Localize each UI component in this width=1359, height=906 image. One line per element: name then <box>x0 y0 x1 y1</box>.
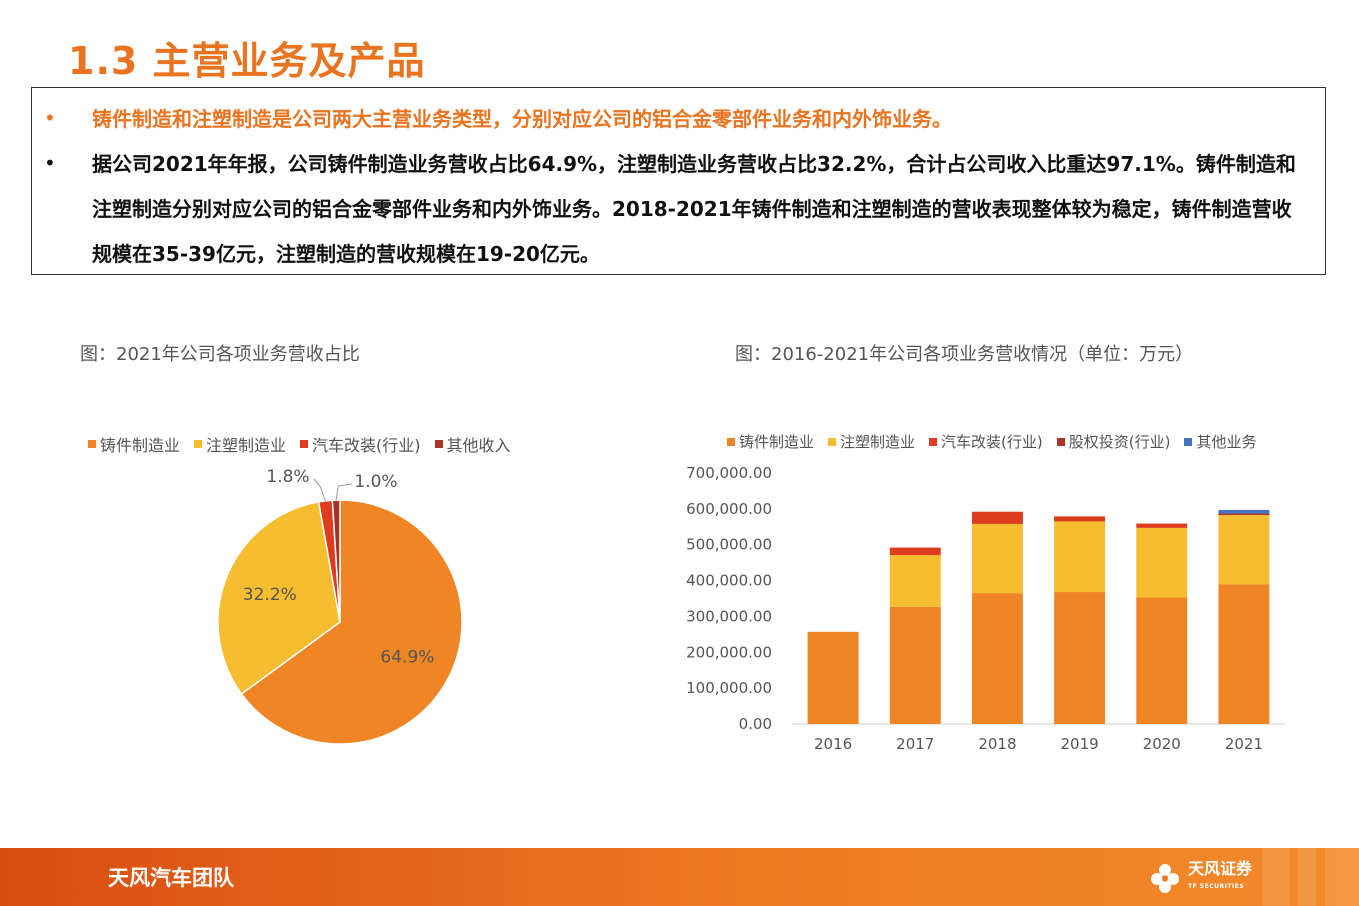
footer-bar: 天风汽车团队 天风证券 TF SECURITIES <box>0 848 1359 906</box>
x-tick-label: 2016 <box>814 735 852 753</box>
legend-label: 铸件制造业 <box>739 433 815 451</box>
bar-segment <box>1218 514 1270 585</box>
footer-deco <box>1262 848 1290 906</box>
legend-swatch <box>1184 437 1193 446</box>
bullet-2-text: 据公司2021年年报，公司铸件制造业务营收占比64.9%，注塑制造业务营收占比3… <box>92 152 1296 266</box>
bullet-1-dot: • <box>44 106 56 130</box>
footer-team-name: 天风汽车团队 <box>108 866 234 890</box>
legend-swatch <box>828 437 837 446</box>
stacked-bar-chart: 0.00 100,000.00 200,000.00 300,000.00 400,00… <box>686 464 1285 753</box>
legend-swatch <box>88 440 96 448</box>
legend-item: 汽车改装(行业) <box>929 431 1043 452</box>
legend-item: 注塑制造业 <box>194 432 286 456</box>
legend-item: 其他业务 <box>1184 431 1256 452</box>
legend-swatch <box>1056 437 1065 446</box>
legend-label: 其他业务 <box>1196 433 1257 451</box>
pie-leader-line <box>313 478 326 502</box>
x-tick-label: 2017 <box>896 735 934 753</box>
pie-data-label: 32.2% <box>243 585 297 605</box>
legend-label: 汽车改装(行业) <box>941 433 1043 451</box>
bar-segment <box>1136 597 1188 724</box>
footer-logo-text: 天风证券 TF SECURITIES <box>1188 860 1252 896</box>
pie-legend: 铸件制造业 注塑制造业 汽车改装(行业) 其他收入 <box>88 432 525 456</box>
bar-segment <box>971 511 1023 524</box>
page-title: 1.3 主营业务及产品 <box>68 39 426 83</box>
legend-label: 其他收入 <box>446 436 511 455</box>
pie-leader-line <box>335 483 353 501</box>
pie-data-label: 1.0% <box>354 472 397 492</box>
x-tick-label: 2018 <box>978 735 1016 753</box>
legend-label: 注塑制造业 <box>206 436 287 455</box>
y-tick-label: 600,000.00 <box>686 500 772 518</box>
legend-swatch <box>434 440 443 448</box>
bar-segment <box>1054 592 1106 724</box>
legend-swatch <box>727 437 735 446</box>
legend-label: 铸件制造业 <box>100 436 181 455</box>
bar-segment <box>889 547 941 556</box>
y-tick-label: 700,000.00 <box>686 464 772 482</box>
pie-slice <box>240 499 463 745</box>
footer-deco <box>1325 848 1359 906</box>
footer-logo-sub: TF SECURITIES <box>1188 883 1245 890</box>
bar-legend: 铸件制造业 注塑制造业 汽车改装(行业) 股权投资(行业) 其他业务 <box>727 431 1270 452</box>
y-tick-label: 0.00 <box>739 715 772 733</box>
bar-segment <box>971 593 1023 724</box>
tf-flower-logo-icon <box>1151 864 1179 893</box>
bar-chart-title: 图：2016-2021年公司各项业务营收情况（单位：万元） <box>735 344 1194 365</box>
x-tick-label: 2019 <box>1060 735 1098 753</box>
legend-label: 汽车改装(行业) <box>312 436 421 455</box>
legend-item: 其他收入 <box>434 432 511 456</box>
pie-data-label: 64.9% <box>380 647 434 667</box>
bar-segment <box>1218 584 1270 724</box>
bar-segment <box>1218 513 1270 515</box>
legend-item: 铸件制造业 <box>88 432 180 456</box>
legend-label: 注塑制造业 <box>840 433 916 451</box>
summary-box: • 铸件制造和注塑制造是公司两大主营业务类型，分别对应公司的铝合金零部件业务和内… <box>31 87 1326 275</box>
legend-item: 铸件制造业 <box>727 431 814 452</box>
legend-item: 股权投资(行业) <box>1056 431 1171 452</box>
bar-segment <box>1054 521 1106 593</box>
legend-item: 注塑制造业 <box>828 431 915 452</box>
pie-chart-title: 图：2021年公司各项业务营收占比 <box>80 344 360 365</box>
bullet-2-dot: • <box>44 151 56 175</box>
footer-logo: 天风证券 TF SECURITIES <box>1148 860 1252 896</box>
bar-segment <box>889 555 941 607</box>
footer-logo-name: 天风证券 <box>1188 859 1253 878</box>
y-tick-label: 100,000.00 <box>686 679 772 697</box>
legend-swatch <box>194 440 203 448</box>
y-tick-label: 200,000.00 <box>686 643 772 661</box>
pie-chart: 64.9% 32.2% 1.8% 1.0% <box>217 467 463 745</box>
legend-swatch <box>300 440 309 448</box>
legend-swatch <box>929 437 938 446</box>
y-tick-label: 500,000.00 <box>686 536 772 554</box>
bar-segment <box>1136 527 1188 598</box>
bar-segment <box>1054 516 1106 522</box>
x-tick-label: 2021 <box>1225 735 1263 753</box>
y-tick-label: 300,000.00 <box>686 607 772 625</box>
bullet-1-text: 铸件制造和注塑制造是公司两大主营业务类型，分别对应公司的铝合金零部件业务和内外饰… <box>92 107 952 131</box>
bar-segment <box>1136 523 1188 528</box>
bar-segment <box>1218 509 1270 514</box>
bar-segment <box>807 631 859 724</box>
bar-segment <box>889 606 941 724</box>
legend-label: 股权投资(行业) <box>1068 433 1171 451</box>
footer-deco <box>1298 848 1316 906</box>
x-tick-label: 2020 <box>1143 735 1181 753</box>
pie-slice <box>217 501 341 695</box>
legend-item: 汽车改装(行业) <box>300 432 421 456</box>
bar-segment <box>971 523 1023 594</box>
y-tick-label: 400,000.00 <box>686 572 772 590</box>
pie-data-label: 1.8% <box>266 467 309 487</box>
